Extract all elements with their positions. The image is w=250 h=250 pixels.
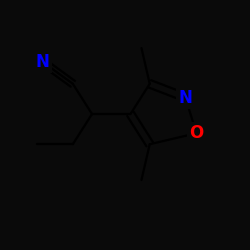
Text: N: N: [36, 53, 50, 71]
Text: N: N: [178, 88, 192, 106]
Text: O: O: [189, 124, 204, 142]
